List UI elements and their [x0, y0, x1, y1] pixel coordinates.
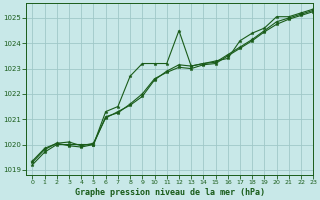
- X-axis label: Graphe pression niveau de la mer (hPa): Graphe pression niveau de la mer (hPa): [75, 188, 265, 197]
